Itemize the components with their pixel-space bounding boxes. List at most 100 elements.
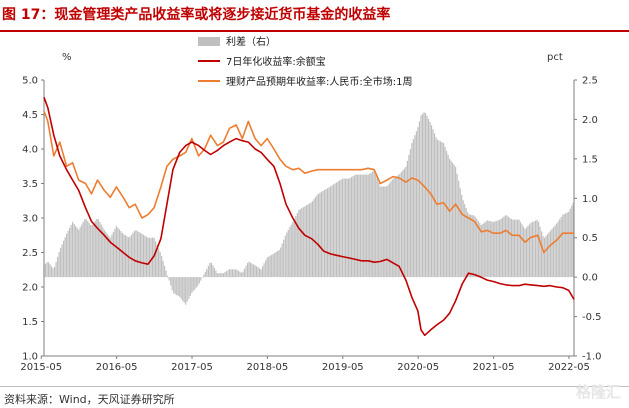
- spread-bar: [156, 244, 158, 278]
- spread-bar: [394, 177, 396, 278]
- spread-bar: [191, 277, 193, 293]
- spread-bar: [298, 210, 300, 278]
- spread-bar: [251, 263, 253, 278]
- spread-bar: [192, 277, 194, 292]
- spread-bar: [165, 270, 167, 278]
- spread-bar: [111, 234, 113, 278]
- spread-bar: [91, 224, 93, 278]
- spread-bar: [539, 226, 541, 278]
- spread-bar: [557, 221, 559, 278]
- spread-bar: [145, 236, 148, 278]
- spread-bar: [533, 221, 535, 278]
- spread-bar: [462, 200, 464, 278]
- spread-bar: [402, 170, 404, 278]
- left-tick-label: 3.5: [22, 179, 38, 190]
- spread-bar: [446, 151, 448, 278]
- spread-bar: [61, 244, 63, 278]
- spread-bar: [103, 229, 105, 278]
- spread-bar: [536, 219, 538, 278]
- spread-bar: [486, 220, 488, 278]
- left-tick-label: 3.0: [22, 214, 38, 225]
- spread-bar: [528, 224, 531, 278]
- spread-bar: [185, 277, 187, 305]
- spread-bar: [218, 273, 220, 278]
- x-tick-label: 2015-05: [20, 362, 62, 373]
- yuebao-yield-line: [43, 97, 575, 337]
- x-tick-label: 2021-05: [473, 362, 515, 373]
- spread-bar: [183, 277, 185, 303]
- spread-bar: [544, 237, 546, 278]
- spread-bar: [346, 178, 348, 278]
- spread-bar: [248, 261, 250, 278]
- spread-bar: [563, 214, 565, 278]
- spread-bar: [409, 149, 411, 278]
- spread-bar: [378, 182, 380, 278]
- spread-bar: [562, 214, 564, 278]
- spread-bar: [547, 234, 549, 278]
- spread-bar: [179, 277, 181, 297]
- spread-bar: [443, 143, 445, 278]
- spread-bar: [458, 180, 460, 278]
- spread-bar: [406, 160, 408, 278]
- spread-bar: [257, 267, 259, 278]
- spread-bar: [500, 219, 502, 278]
- spread-bar: [272, 253, 274, 278]
- spread-bar: [468, 214, 470, 278]
- spread-bar: [415, 131, 417, 278]
- spread-bar: [141, 233, 143, 278]
- spread-bar: [426, 116, 428, 278]
- spread-bar: [120, 231, 122, 278]
- spread-bar: [354, 175, 356, 278]
- spread-bar: [66, 233, 68, 278]
- spread-bar: [275, 252, 277, 278]
- spread-bar: [133, 230, 136, 278]
- spread-bar: [510, 219, 512, 278]
- spread-bar: [519, 221, 522, 278]
- spread-bar: [338, 180, 341, 278]
- spread-bar: [50, 266, 53, 278]
- spread-bar: [456, 173, 458, 278]
- spread-bar: [287, 229, 289, 278]
- spread-bar: [396, 176, 398, 278]
- left-axis-unit: %: [62, 52, 72, 63]
- right-axis-unit: pct: [547, 52, 563, 63]
- spread-bar: [76, 227, 78, 278]
- spread-bar: [559, 219, 561, 278]
- spread-bar: [108, 235, 110, 278]
- legend-swatch-spread: [198, 37, 220, 46]
- spread-bar: [522, 226, 525, 278]
- spread-bar: [102, 227, 104, 278]
- spread-bar: [421, 113, 424, 278]
- spread-bar: [399, 173, 401, 278]
- spread-bar: [164, 265, 166, 278]
- spread-bar: [277, 251, 279, 278]
- spread-bar: [247, 262, 249, 278]
- spread-bar: [283, 239, 285, 278]
- spread-bar: [310, 202, 312, 278]
- spread-bar: [538, 221, 540, 278]
- spread-bar: [216, 273, 218, 278]
- spread-bar: [411, 143, 413, 278]
- spread-bar: [176, 277, 178, 296]
- spread-bar: [423, 112, 425, 278]
- spread-bar: [387, 185, 389, 278]
- legend-label-wmp: 理财产品预期年收益率:人民币:全市场:1周: [226, 75, 412, 88]
- spread-bar: [485, 221, 487, 278]
- spread-bar: [81, 224, 83, 278]
- spread-bar: [420, 115, 422, 278]
- spread-bar: [88, 222, 90, 278]
- spread-bar: [512, 219, 514, 278]
- spread-bar: [461, 194, 463, 278]
- spread-bar: [363, 174, 365, 278]
- spread-bar: [332, 184, 335, 278]
- spread-bar: [109, 237, 111, 278]
- spread-bar: [400, 172, 402, 278]
- spread-bar: [256, 266, 258, 278]
- spread-bar: [335, 182, 338, 278]
- spread-bar: [364, 174, 366, 278]
- spread-bar: [130, 234, 133, 278]
- spread-bar: [438, 140, 440, 278]
- spread-bar: [139, 232, 142, 278]
- spread-bar: [292, 221, 294, 278]
- spread-bar: [225, 271, 227, 278]
